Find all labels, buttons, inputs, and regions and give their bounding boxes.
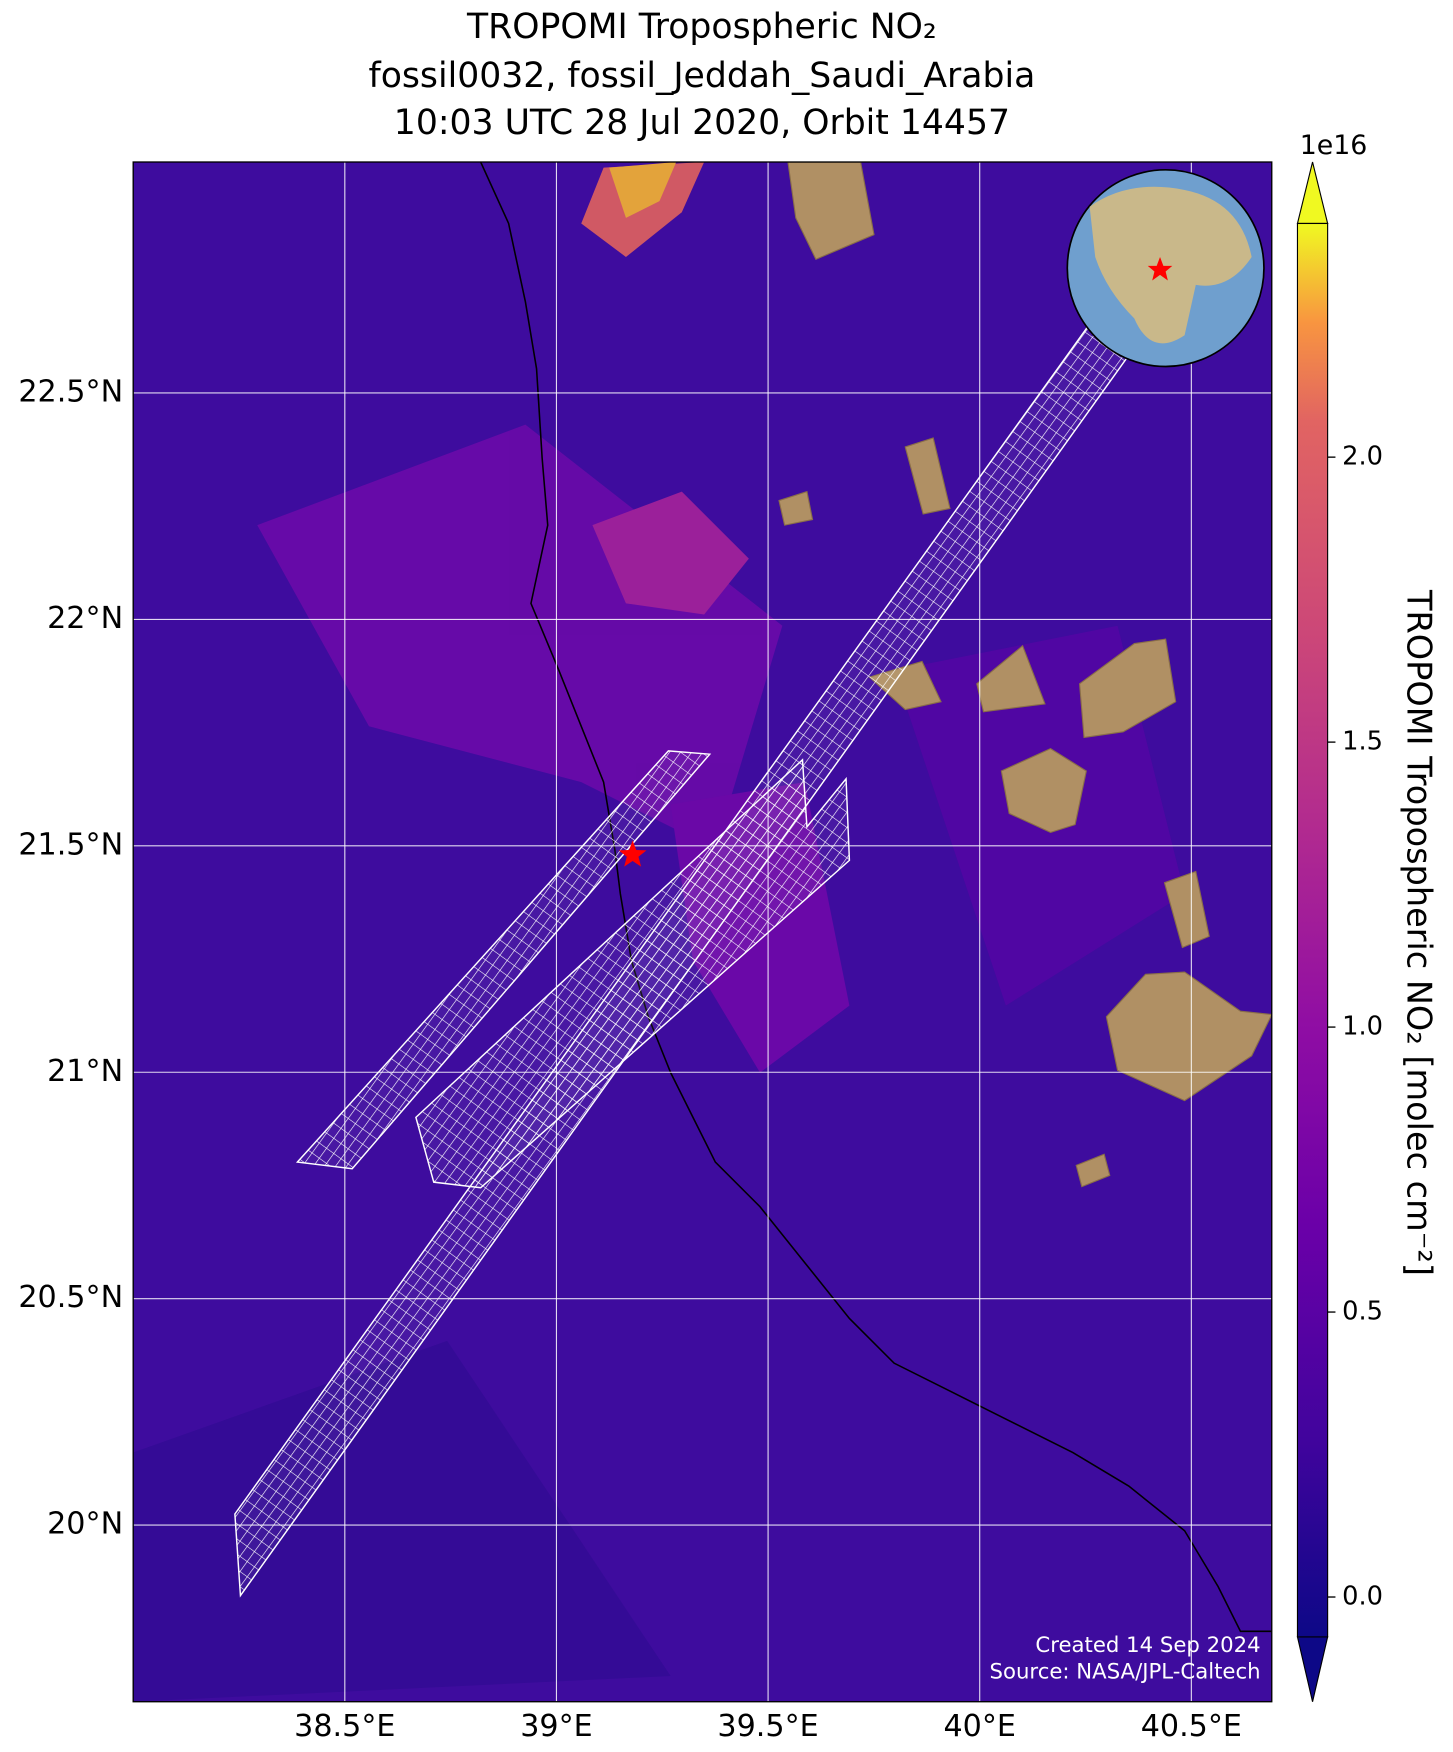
target-marker [618, 840, 647, 867]
globe-inset [1066, 168, 1265, 368]
colorbar: 1e16 TROPOMI Tropospheric NO₂ [molec cm⁻… [1296, 130, 1439, 1702]
colorbar-tick-label: 1.0 [1342, 1012, 1383, 1042]
colorbar-tick-label: 0.5 [1342, 1297, 1383, 1327]
annotation: Source: NASA/JPL-Caltech [990, 1660, 1261, 1685]
colorbar-tick-label: 0.0 [1342, 1582, 1383, 1612]
y-tick-label: 22.5°N [18, 374, 123, 409]
map-area: Created 14 Sep 2024 Source: NASA/JPL-Cal… [133, 162, 1272, 1702]
x-tick-label: 40°E [943, 1709, 1016, 1744]
colorbar-offset: 1e16 [1300, 130, 1368, 161]
title-line: fossil0032, fossil_Jeddah_Saudi_Arabia [369, 56, 1036, 96]
y-tick-label: 21°N [47, 1054, 123, 1089]
x-tick-label: 39°E [520, 1709, 593, 1744]
graticule [133, 162, 1272, 1702]
footprints [234, 322, 1130, 1598]
y-tick-label: 22°N [47, 601, 123, 636]
y-tick-label: 20.5°N [18, 1280, 123, 1315]
colorbar-tick-label: 2.0 [1342, 442, 1383, 472]
map-title: TROPOMI Tropospheric NO₂ fossil0032, fos… [369, 7, 1036, 143]
annotation: Created 14 Sep 2024 [1035, 1633, 1260, 1658]
y-tick-label: 20°N [47, 1507, 123, 1542]
x-tick-label: 38.5°E [294, 1709, 395, 1744]
title-line: TROPOMI Tropospheric NO₂ [466, 7, 937, 47]
target-layer [618, 840, 647, 867]
x-tick-label: 39.5°E [717, 1709, 818, 1744]
x-tick-label: 40.5°E [1141, 1709, 1242, 1744]
title-line: 10:03 UTC 28 Jul 2020, Orbit 14457 [394, 103, 1010, 143]
rgb-imagery [778, 162, 1272, 1188]
no2-field [133, 162, 1185, 1702]
y-tick-label: 21.5°N [18, 827, 123, 862]
map-frame [132, 161, 1273, 1703]
colorbar-tick-label: 1.5 [1342, 727, 1383, 757]
colorbar-label: TROPOMI Tropospheric NO₂ [molec cm⁻²] [1400, 589, 1439, 1276]
